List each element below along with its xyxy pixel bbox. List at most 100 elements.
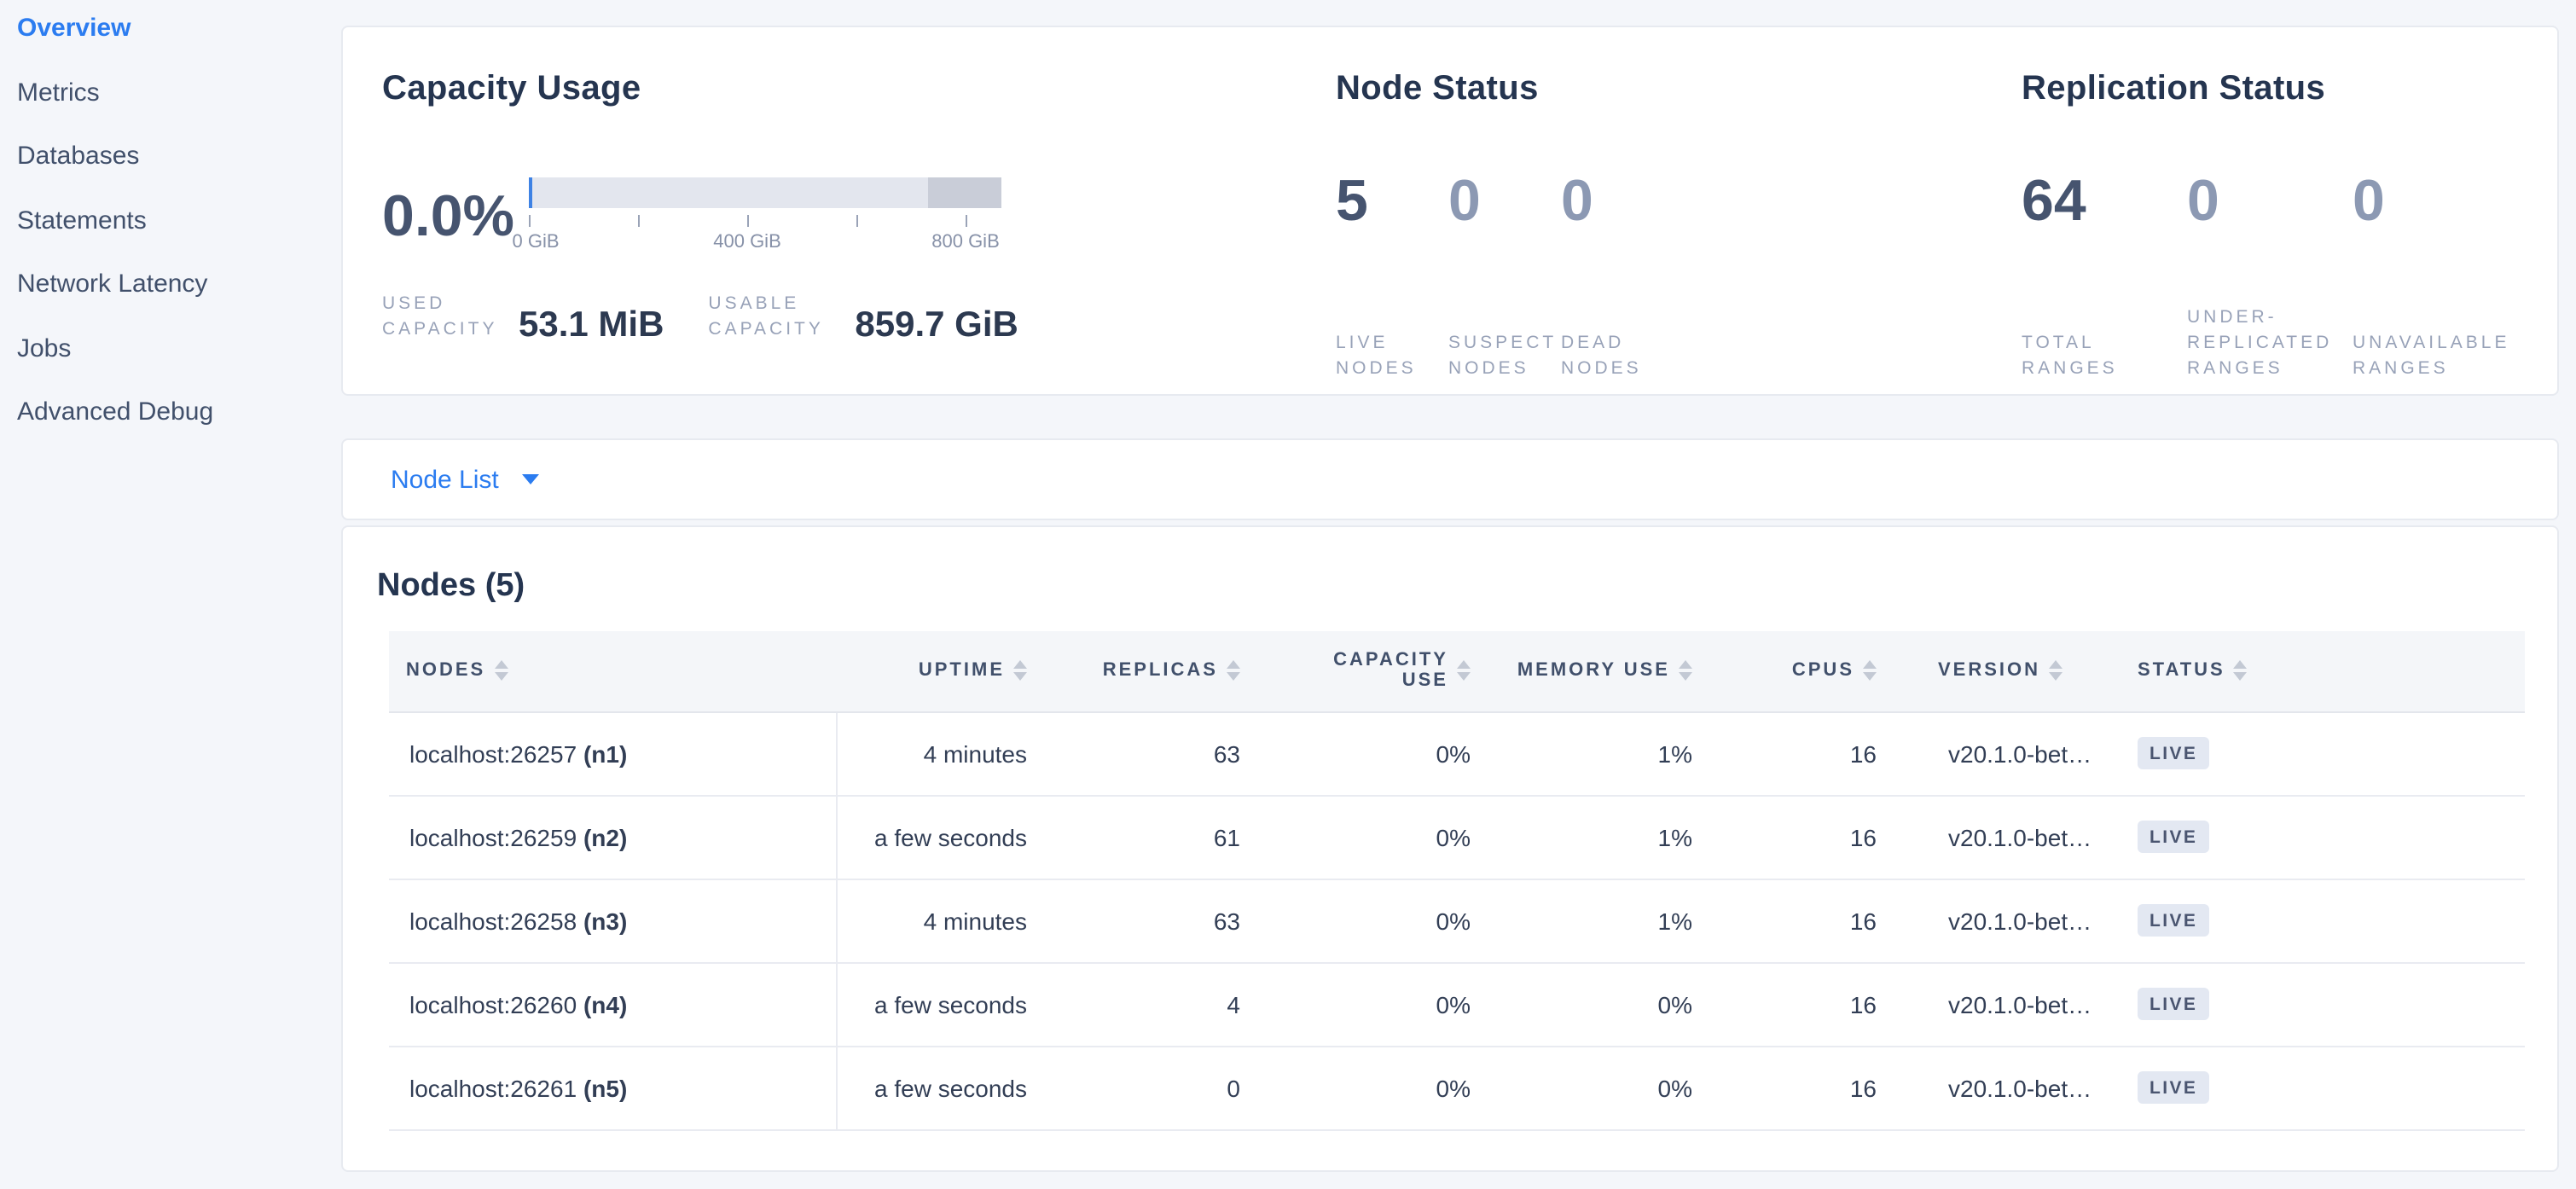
column-header-version[interactable]: VERSION (1894, 631, 2115, 712)
cpus-cell: 16 (1709, 1046, 1894, 1130)
column-label: VERSION (1938, 660, 2041, 682)
status-cell: LIVE (2115, 879, 2525, 963)
column-header-capacity-use[interactable]: CAPACITY USE (1257, 631, 1488, 712)
column-label: STATUS (2138, 660, 2225, 682)
sidebar-item-databases[interactable]: Databases (17, 142, 140, 171)
status-cell: LIVE (2115, 962, 2525, 1047)
dead-nodes-value: 0 (1561, 169, 1593, 234)
column-header-replicas[interactable]: REPLICAS (1044, 631, 1257, 712)
version-cell: v20.1.0-bet… (1894, 795, 2115, 879)
column-header-status[interactable]: STATUS (2115, 631, 2525, 712)
sidebar-item-advanced-debug[interactable]: Advanced Debug (17, 397, 214, 426)
replicas-cell: 61 (1044, 795, 1257, 879)
sidebar-item-metrics[interactable]: Metrics (17, 78, 100, 107)
cpus-cell: 16 (1709, 879, 1894, 963)
sort-icon (1227, 660, 1240, 682)
column-header-nodes[interactable]: NODES (389, 631, 836, 712)
live-nodes-value: 5 (1336, 169, 1368, 234)
nodes-card: Nodes (5) NODES UPTIME REPLICAS CAPACITY… (341, 525, 2559, 1172)
unavailable-ranges-value: 0 (2353, 169, 2385, 234)
table-row: localhost:26261 (n5) a few seconds 0 0% … (389, 1046, 2525, 1130)
uptime-cell: a few seconds (836, 1046, 1044, 1130)
column-label: CAPACITY USE (1333, 650, 1448, 692)
uptime-cell: 4 minutes (836, 879, 1044, 963)
memory-use-cell: 0% (1488, 1046, 1709, 1130)
capacity-gauge-ticks (529, 215, 1001, 229)
uptime-cell: a few seconds (836, 795, 1044, 879)
node-address-cell[interactable]: localhost:26258 (n3) (389, 879, 837, 963)
cpus-cell: 16 (1709, 711, 1894, 796)
usable-capacity-value: 859.7 GiB (855, 305, 1018, 345)
tick-label-800: 800 GiB (931, 232, 1000, 252)
memory-use-cell: 0% (1488, 962, 1709, 1047)
node-address: localhost:26257 (409, 740, 577, 767)
column-label: UPTIME (918, 660, 1005, 682)
capacity-gauge-reserved-segment (928, 177, 1001, 208)
sort-icon (494, 660, 508, 682)
status-badge: LIVE (2138, 737, 2210, 769)
table-header-row: NODES UPTIME REPLICAS CAPACITY USE MEMOR… (389, 631, 2525, 712)
sidebar-item-statements[interactable]: Statements (17, 206, 147, 235)
used-capacity-value: 53.1 MiB (519, 305, 664, 345)
node-status-title: Node Status (1336, 70, 1539, 107)
sort-icon (2049, 660, 2063, 682)
capacity-usage-section: Capacity Usage 0.0% 0 GiB 400 GiB 800 Gi… (382, 70, 1018, 345)
dead-nodes-label: DEAD NODES (1561, 333, 1642, 379)
node-address-cell[interactable]: localhost:26259 (n2) (389, 795, 837, 879)
sidebar-item-network-latency[interactable]: Network Latency (17, 270, 208, 299)
node-list-dropdown[interactable]: Node List (343, 440, 2557, 519)
column-header-uptime[interactable]: UPTIME (836, 631, 1044, 712)
chevron-down-icon (522, 474, 540, 484)
node-address: localhost:26261 (409, 1074, 577, 1101)
sort-icon (1013, 660, 1027, 682)
column-label: MEMORY USE (1517, 660, 1670, 682)
tick-label-0: 0 GiB (512, 232, 560, 252)
sidebar-item-overview[interactable]: Overview (17, 14, 131, 43)
node-id: (n5) (583, 1074, 628, 1101)
table-row: localhost:26258 (n3) 4 minutes 63 0% 1% … (389, 879, 2525, 963)
table-row: localhost:26257 (n1) 4 minutes 63 0% 1% … (389, 711, 2525, 796)
node-address: localhost:26259 (409, 823, 577, 850)
sidebar-item-jobs[interactable]: Jobs (17, 334, 72, 362)
replication-status-section: Replication Status 64 TOTAL RANGES 0 UND… (2022, 70, 2518, 382)
column-label: NODES (406, 660, 486, 682)
total-ranges-label: TOTAL RANGES (2022, 333, 2118, 379)
cpus-cell: 16 (1709, 795, 1894, 879)
unavailable-ranges-metric: 0 UNAVAILABLE RANGES (2353, 171, 2518, 382)
memory-use-cell: 1% (1488, 795, 1709, 879)
status-badge: LIVE (2138, 821, 2210, 853)
sort-icon (1863, 660, 1877, 682)
capacity-gauge-bar (529, 177, 1001, 208)
sort-icon (2233, 660, 2248, 682)
capacity-usage-title: Capacity Usage (382, 70, 641, 107)
column-header-memory-use[interactable]: MEMORY USE (1488, 631, 1709, 712)
node-address-cell[interactable]: localhost:26261 (n5) (389, 1046, 837, 1130)
status-badge: LIVE (2138, 1071, 2210, 1104)
node-address-cell[interactable]: localhost:26257 (n1) (389, 711, 837, 796)
node-id: (n3) (583, 907, 628, 934)
replicas-cell: 0 (1044, 1046, 1257, 1130)
capacity-use-cell: 0% (1257, 795, 1488, 879)
table-row: localhost:26260 (n4) a few seconds 4 0% … (389, 962, 2525, 1047)
capacity-gauge-used-marker (529, 177, 532, 208)
capacity-gauge-tick-labels: 0 GiB 400 GiB 800 GiB (512, 232, 1001, 256)
memory-use-cell: 1% (1488, 879, 1709, 963)
sort-icon (1457, 660, 1471, 682)
version-cell: v20.1.0-bet… (1894, 1046, 2115, 1130)
capacity-use-cell: 0% (1257, 962, 1488, 1047)
node-id: (n1) (583, 740, 628, 767)
under-replicated-ranges-metric: 0 UNDER-REPLICATED RANGES (2187, 171, 2353, 382)
table-row: localhost:26259 (n2) a few seconds 61 0%… (389, 795, 2525, 879)
status-cell: LIVE (2115, 795, 2525, 879)
column-header-cpus[interactable]: CPUS (1709, 631, 1894, 712)
status-cell: LIVE (2115, 1046, 2525, 1130)
uptime-cell: 4 minutes (836, 711, 1044, 796)
node-list-dropdown-label: Node List (391, 465, 499, 494)
node-address-cell[interactable]: localhost:26260 (n4) (389, 962, 837, 1047)
usable-capacity-label: USABLE CAPACITY (708, 293, 824, 339)
live-nodes-label: LIVE NODES (1336, 333, 1417, 379)
status-badge: LIVE (2138, 904, 2210, 937)
status-cell: LIVE (2115, 711, 2525, 796)
node-list-bar: Node List (341, 438, 2559, 520)
